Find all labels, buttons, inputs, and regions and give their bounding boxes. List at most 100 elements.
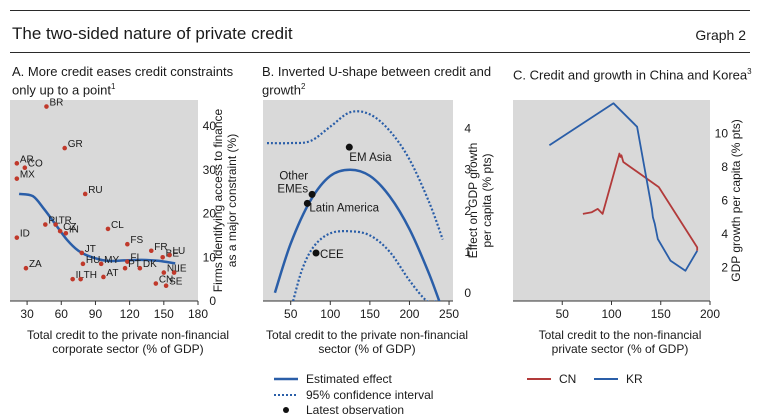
- legend-dot-icon: [283, 407, 289, 413]
- panel-a-point-pl: [43, 222, 48, 227]
- legend-estimated-label: Estimated effect: [306, 372, 392, 386]
- header-bottom-rule: [10, 52, 750, 53]
- panel-a-point-cn: [153, 281, 159, 286]
- legend-cn: CN: [525, 372, 576, 386]
- panel-a-point-ar: [14, 161, 20, 166]
- panel-a-xtick-label: 60: [55, 307, 69, 321]
- panel-b-point-label-line1: Other: [279, 170, 308, 182]
- panel-c-ylabel-line1: GDP growth per capita (% pts): [729, 119, 743, 282]
- panel-a-ytick-label: 20: [203, 207, 217, 221]
- panel-a-point-label: TH: [84, 270, 97, 281]
- panel-a-point-fs: [125, 241, 130, 247]
- panel-b-plot-area: [263, 100, 453, 301]
- panel-b-point-label-line2: EMEs: [277, 183, 308, 195]
- panel-c-ylabel: GDP growth per capita (% pts): [729, 119, 743, 282]
- panel-b-xlabel: Total credit to the private non-financia…: [265, 328, 469, 356]
- panel-b-title-text: B. Inverted U-shape between credit and g…: [262, 64, 492, 98]
- panel-b-point-label: CEE: [320, 249, 344, 261]
- panel-a-point-se: [163, 283, 169, 289]
- panel-a-point-label: BR: [49, 98, 63, 109]
- panel-c-xtick-label: 200: [700, 307, 720, 321]
- panel-b-xtick-label: 150: [360, 307, 380, 321]
- panel-c-ytick-label: 8: [721, 160, 728, 174]
- panel-a-point-fr: [148, 248, 154, 254]
- panel-b-xtick-label: 100: [320, 307, 340, 321]
- panel-a-ylabel-line2: as a major constraint (%): [225, 134, 239, 267]
- panel-c-title-text: C. Credit and growth in China and Korea: [513, 67, 748, 83]
- panel-b-xtick-label: 50: [284, 307, 298, 321]
- panel-b-series-ci-2: [292, 230, 438, 301]
- panel-b-footnote: 2: [301, 82, 306, 91]
- panel-a-point-hu: [80, 261, 86, 267]
- panel-a-point-label: HU: [86, 255, 100, 266]
- panel-a-point-label: RU: [88, 185, 102, 196]
- panel-b-point: [345, 143, 353, 151]
- panel-a-point-label: FS: [130, 235, 143, 246]
- panel-c-ytick-label: 6: [721, 194, 728, 208]
- legend-latest-observation: Latest observation: [272, 403, 404, 417]
- panel-c-chart: 50 100 150 200 2 4 6 8 10 GDP growth per capita (…: [513, 100, 743, 321]
- panel-b-series-ci-1: [266, 110, 444, 240]
- panel-a-point-label: AT: [106, 268, 118, 279]
- panel-b-ytick-label: 3: [464, 163, 471, 177]
- panel-a-point-in: [63, 230, 69, 236]
- panel-a-point-mx: [14, 176, 20, 181]
- panel-a-point-label: FI: [130, 253, 139, 264]
- panel-c-ytick-label: 10: [715, 127, 729, 141]
- legend-kr: KR: [592, 372, 643, 386]
- panel-a-xtick-label: 30: [20, 307, 34, 321]
- panel-c-series-cn: [582, 152, 699, 251]
- panel-b-ylabel-line1: Effect on GDP growth: [466, 143, 480, 259]
- panel-b-ylabel-line2: per capita (% pts): [480, 153, 494, 247]
- panel-a-point-label: BE: [166, 248, 180, 259]
- panel-a-point-lu: [167, 252, 172, 258]
- panel-a-point-ru: [82, 191, 88, 197]
- panel-c-plot-area: [513, 100, 710, 301]
- panel-a-point-br: [44, 104, 49, 109]
- panel-a-ytick-label: 10: [203, 250, 217, 264]
- legend-ci-label: 95% confidence interval: [306, 388, 434, 402]
- panel-a-xtick-label: 150: [154, 307, 174, 321]
- panel-b-point-label: Latin America: [309, 202, 379, 214]
- panel-b-point: [303, 199, 311, 207]
- panel-a-point-label: LU: [173, 246, 186, 257]
- panel-b-point-label: Other EMEs: [277, 170, 308, 195]
- header-top-rule: [10, 10, 750, 11]
- panel-a-point-co: [22, 165, 28, 171]
- panel-a-point-my: [98, 261, 104, 267]
- panel-a-xtick-label: 120: [120, 307, 140, 321]
- legend-confidence-interval: 95% confidence interval: [272, 388, 433, 402]
- panel-a-point-label: GR: [68, 139, 83, 150]
- panel-c-title: C. Credit and growth in China and Korea3: [513, 64, 753, 82]
- panel-a-ylabel: Firms identifying access to financeas a …: [211, 108, 239, 292]
- panel-a-point-pt: [122, 265, 128, 271]
- panel-a-point-fi: [125, 259, 130, 264]
- panel-a-point-label: CL: [111, 220, 124, 231]
- legend-dotted-line-icon: [274, 394, 298, 396]
- legend-kr-line-icon: [594, 378, 618, 380]
- panel-c-xtick-label: 50: [556, 307, 570, 321]
- panel-b-ytick-label: 2: [464, 204, 471, 218]
- chart-title: The two-sided nature of private credit: [12, 24, 293, 43]
- panel-c-xlabel: Total credit to the non-financial privat…: [538, 328, 702, 356]
- panel-a-point-th: [78, 276, 83, 282]
- panel-b-ytick-label: 4: [464, 122, 471, 136]
- panel-b-title: B. Inverted U-shape between credit and g…: [262, 64, 502, 97]
- panel-a-xtick-label: 180: [188, 307, 208, 321]
- panel-b-chart: 50 100 150 200 250 0 1 2 3 4 Effect on GDP growthp…: [263, 100, 494, 321]
- panel-b-point: [312, 249, 320, 257]
- panel-a-xlabel: Total credit to the private non-financia…: [26, 328, 230, 356]
- panel-a-point-label: CO: [28, 159, 43, 170]
- panel-a-point-label: ID: [20, 229, 30, 240]
- panel-a-point-nl: [161, 270, 167, 275]
- panel-a-point-id: [14, 235, 20, 240]
- panel-a-ylabel-line1: Firms identifying access to finance: [211, 108, 225, 292]
- legend-cn-label: CN: [559, 372, 577, 386]
- panel-a-title-text: A. More credit eases credit constraints …: [12, 64, 234, 98]
- panel-a-point-gr: [62, 145, 67, 151]
- panel-a-point-label: ZA: [29, 259, 42, 270]
- panel-c-xtick-label: 150: [651, 307, 671, 321]
- panel-a-point-cl: [105, 226, 111, 232]
- panel-a-point-label: SE: [169, 277, 183, 288]
